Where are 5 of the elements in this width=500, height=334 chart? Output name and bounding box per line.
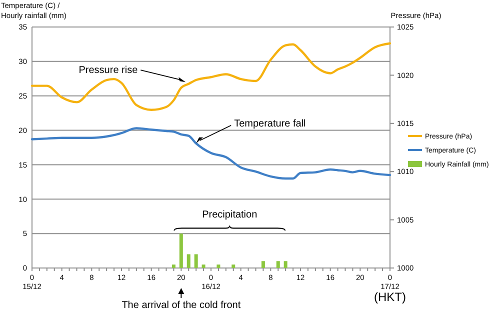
- annotation: Pressure rise: [78, 65, 138, 76]
- annotation: Temperature fall: [234, 118, 306, 130]
- annotation: Precipitation: [202, 210, 258, 221]
- text: The arrival of the cold front: [122, 300, 241, 311]
- x-axis-title: (HKT): [374, 290, 406, 304]
